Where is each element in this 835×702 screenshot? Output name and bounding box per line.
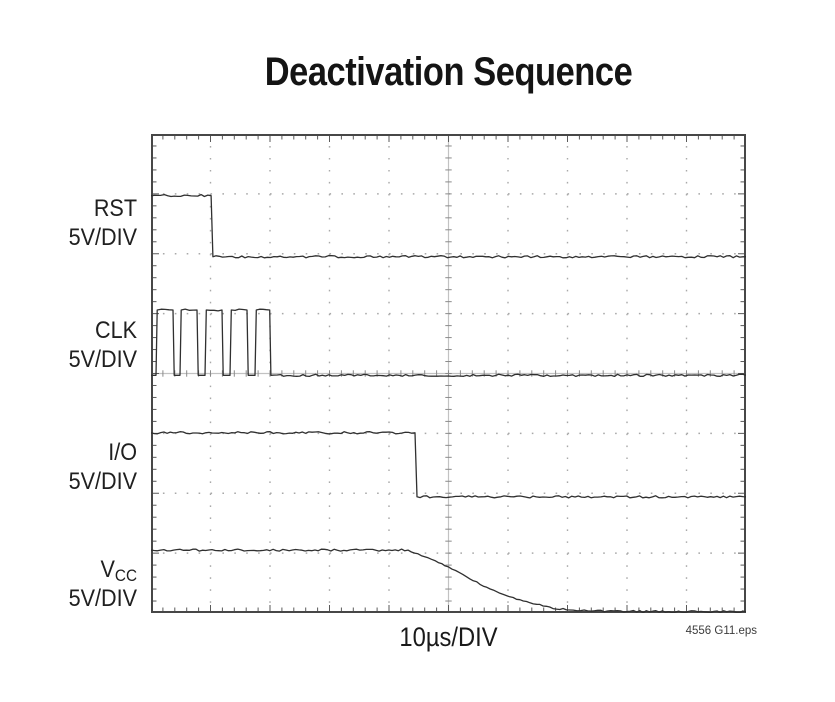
channel-scale: 5V/DIV: [68, 468, 137, 495]
channel-name: VCC: [100, 556, 137, 585]
channel-label-clk: CLK 5V/DIV: [69, 317, 137, 373]
channel-name: CLK: [94, 317, 137, 344]
figure-title: Deactivation Sequence: [264, 50, 633, 94]
channel-label-rst: RST 5V/DIV: [69, 195, 137, 251]
figure-credit: 4556 G11.eps: [685, 625, 757, 637]
x-axis-label: 10µs/DIV: [399, 622, 498, 652]
channel-scale: 5V/DIV: [68, 585, 137, 612]
channel-label-io: I/O 5V/DIV: [69, 439, 137, 495]
channel-label-vcc: VCC 5V/DIV: [69, 556, 137, 612]
channel-scale: 5V/DIV: [68, 224, 137, 251]
channel-name: I/O: [108, 439, 137, 466]
oscilloscope-plot: [151, 134, 746, 613]
channel-scale: 5V/DIV: [68, 346, 137, 373]
channel-name: RST: [93, 195, 137, 222]
